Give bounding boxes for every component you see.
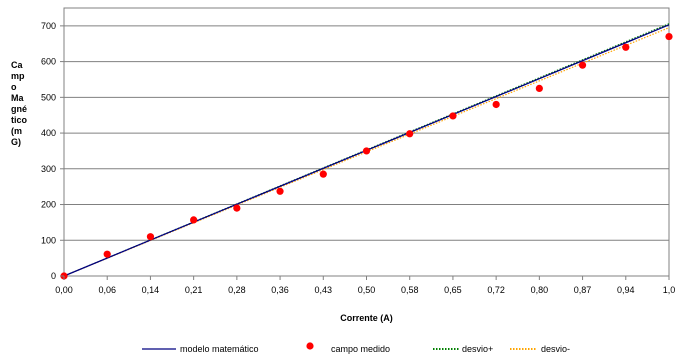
x-tick-label: 1,0: [663, 285, 676, 295]
y-axis-title-line: G): [11, 137, 21, 147]
x-tick-label: 0,14: [142, 285, 160, 295]
y-axis-title-line: Ma: [11, 93, 24, 103]
x-tick-label: 0,65: [444, 285, 462, 295]
legend-label: desvio-: [541, 344, 570, 354]
measured-point: [103, 250, 111, 258]
x-tick-label: 0,50: [358, 285, 376, 295]
y-axis-ticks: 0 100 200 300 400 500 600 700: [41, 21, 64, 281]
measured-point: [578, 61, 587, 69]
measured-point: [406, 130, 414, 138]
measured-point: [233, 204, 241, 212]
measured-point: [362, 147, 371, 155]
legend-label: campo medido: [331, 344, 390, 354]
y-axis-title-line: gné: [11, 104, 27, 114]
y-axis-title-line: Ca: [11, 60, 23, 70]
legend-item: desvio-: [510, 344, 570, 354]
series-points: [60, 32, 673, 280]
y-tick-label: 500: [41, 92, 56, 102]
measured-point: [276, 187, 284, 195]
x-tick-label: 0,00: [55, 285, 73, 295]
x-tick-label: 0,06: [98, 285, 116, 295]
legend: modelo matemático campo medido desvio+ desv…: [142, 342, 570, 354]
y-tick-label: 600: [41, 57, 56, 67]
x-axis-ticks: 0,00 0,06 0,14 0,21 0,28 0,36 0,43 0,50 0,58 0,65…: [55, 276, 675, 295]
y-tick-label: 200: [41, 200, 56, 210]
measured-point: [319, 170, 327, 178]
legend-item: modelo matemático: [142, 344, 259, 354]
y-axis-title-line: o: [11, 82, 17, 92]
measured-point: [535, 84, 543, 92]
x-tick-label: 0,43: [315, 285, 333, 295]
x-tick-label: 0,58: [401, 285, 419, 295]
x-tick-label: 0,36: [271, 285, 289, 295]
measured-point: [665, 32, 673, 41]
measured-point: [190, 216, 198, 224]
y-tick-label: 100: [41, 235, 56, 245]
x-axis-title: Corrente (A): [340, 313, 393, 323]
y-tick-label: 0: [51, 271, 56, 281]
y-axis-title-line: (m: [11, 126, 22, 136]
measured-point: [449, 112, 457, 120]
x-tick-label: 0,21: [185, 285, 203, 295]
plot-area: [63, 7, 670, 277]
legend-item: desvio+: [433, 344, 493, 354]
chart-grid: [64, 25, 669, 277]
x-tick-label: 0,87: [574, 285, 592, 295]
legend-label: modelo matemático: [180, 344, 259, 354]
legend-swatch: [306, 342, 314, 350]
measured-point: [622, 43, 630, 51]
y-tick-label: 300: [41, 164, 56, 174]
x-tick-label: 0,80: [531, 285, 549, 295]
y-axis-title-line: tico: [11, 115, 28, 125]
x-tick-label: 0,94: [617, 285, 635, 295]
measured-point: [146, 233, 155, 241]
legend-item: campo medido: [306, 342, 390, 354]
y-tick-label: 400: [41, 128, 56, 138]
x-tick-label: 0,28: [228, 285, 246, 295]
x-tick-label: 0,72: [487, 285, 505, 295]
measured-point: [492, 100, 500, 109]
y-axis-title-line: mp: [11, 71, 25, 81]
y-tick-label: 700: [41, 21, 56, 31]
legend-label: desvio+: [462, 344, 493, 354]
